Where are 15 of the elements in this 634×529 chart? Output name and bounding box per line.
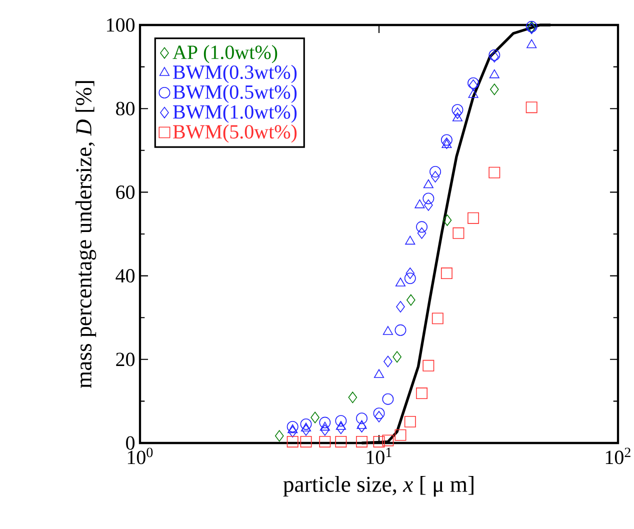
legend-label: BWM(0.3wt%) bbox=[173, 64, 297, 84]
legend-label: AP (1.0wt%) bbox=[172, 45, 278, 64]
x-tick-label: 10$^{2}$ bbox=[606, 448, 630, 464]
y-tick-label: 80 bbox=[116, 102, 135, 116]
y-tick-label: 0 bbox=[126, 436, 135, 450]
x-tick-label: 10$^{1}$ bbox=[366, 448, 392, 464]
legend-label: BWM(0.5wt%) bbox=[173, 84, 297, 103]
y-tick-label: 60 bbox=[116, 185, 135, 199]
x-axis-title: particle size, x [ μ m] bbox=[283, 476, 474, 497]
y-tick-label: 20 bbox=[116, 352, 135, 366]
y-tick-label: 100 bbox=[107, 18, 135, 32]
legend-label: BWM(5.0wt%) bbox=[173, 124, 297, 143]
y-axis-title: mass percentage undersize, D [%] bbox=[76, 81, 96, 388]
y-tick-label: 40 bbox=[116, 269, 135, 283]
legend-label: BWM(1.0wt%) bbox=[173, 104, 297, 123]
